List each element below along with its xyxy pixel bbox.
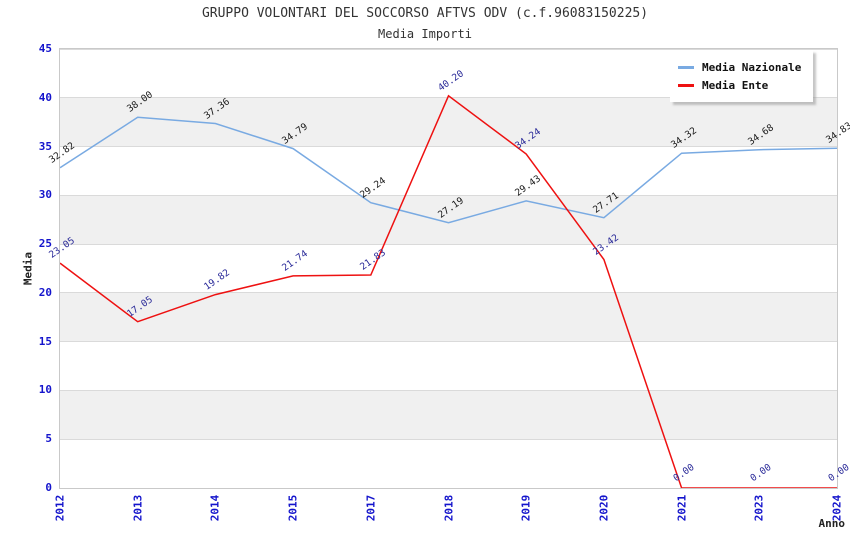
y-tick-label: 0 xyxy=(45,481,52,494)
x-tick-label: 2020 xyxy=(597,494,611,522)
legend-label: Media Ente xyxy=(702,78,769,92)
x-axis-title: Anno xyxy=(818,517,846,530)
x-tick-label: 2017 xyxy=(364,494,378,522)
chart-title: GRUPPO VOLONTARI DEL SOCCORSO AFTVS ODV … xyxy=(201,6,649,21)
legend-item-media-ente: Media Ente xyxy=(678,76,801,94)
y-tick-label: 10 xyxy=(38,383,52,397)
x-tick-label: 2012 xyxy=(53,494,67,522)
gridline xyxy=(60,341,837,343)
x-tick-label: 2019 xyxy=(519,494,533,522)
background-band xyxy=(60,195,837,245)
background-band xyxy=(60,341,837,391)
background-band xyxy=(60,146,837,196)
x-tick-label: 2014 xyxy=(208,494,222,522)
y-tick-label: 35 xyxy=(38,139,52,153)
media-nazionale-line-swatch xyxy=(678,65,694,69)
background-band xyxy=(60,292,837,342)
gridline xyxy=(60,487,837,488)
y-tick-label: 25 xyxy=(38,237,52,251)
legend-item-media-nazionale: Media Nazionale xyxy=(678,58,801,76)
background-band xyxy=(60,439,837,488)
y-tick-label: 20 xyxy=(38,285,52,299)
x-tick-label: 2021 xyxy=(675,494,689,522)
gridline xyxy=(60,438,837,440)
series-line-media-nazionale xyxy=(59,116,838,224)
y-tick-label: 5 xyxy=(45,432,52,446)
x-tick-label: 2018 xyxy=(442,494,455,522)
gridline xyxy=(60,389,837,391)
background-band xyxy=(60,390,837,440)
gridline xyxy=(60,146,837,148)
x-tick-label: 2023 xyxy=(752,494,766,522)
legend: Media Nazionale Media Ente xyxy=(670,50,814,102)
legend-label: Media Nazionale xyxy=(702,60,802,74)
background-band xyxy=(60,244,837,293)
series-lines xyxy=(59,94,838,489)
gridline xyxy=(60,292,837,294)
y-axis-title: Media xyxy=(21,251,35,285)
y-tick-label: 45 xyxy=(38,42,52,55)
gridline xyxy=(60,194,837,196)
y-tick-label: 15 xyxy=(38,334,52,348)
x-tick-label: 2013 xyxy=(131,494,145,522)
chart-subtitle: Media Importi xyxy=(378,27,472,41)
series-line-media-ente xyxy=(59,94,837,489)
gridline xyxy=(60,97,837,99)
gridline xyxy=(60,243,837,245)
x-tick-label: 2015 xyxy=(286,494,300,522)
gridline xyxy=(60,49,837,50)
media-ente-line-swatch xyxy=(678,83,694,87)
y-tick-label: 30 xyxy=(38,188,52,202)
y-tick-label: 40 xyxy=(38,90,52,104)
